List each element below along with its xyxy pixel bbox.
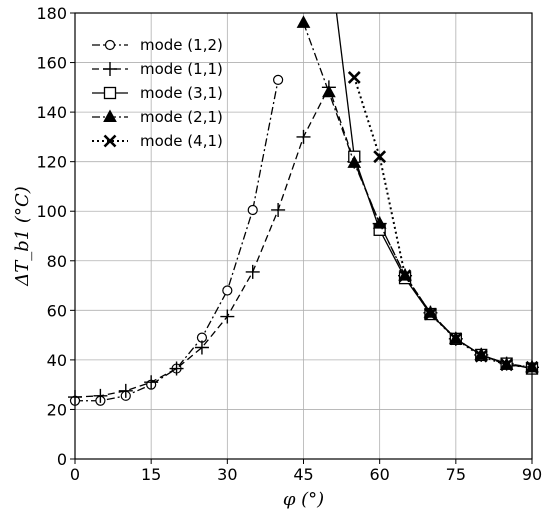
data-point [347,71,361,84]
legend-marker [103,62,117,76]
y-tick-label: 40 [47,351,67,370]
data-point [220,309,235,324]
y-tick-label: 100 [36,202,67,221]
x-tick-label: 90 [522,465,542,484]
data-point [347,155,362,168]
series-group [68,13,539,406]
data-point [449,332,463,346]
data-point [169,361,184,376]
legend-label: mode (3,1) [140,84,223,102]
x-tick-label: 0 [70,465,80,484]
data-point [273,74,284,86]
y-tick-label: 160 [36,54,67,73]
data-point [424,307,437,321]
series-line [75,79,279,402]
x-tick-label: 45 [293,465,313,484]
x-tick-label: 30 [217,465,237,484]
legend-label: mode (2,1) [140,108,223,126]
data-point [245,264,260,279]
legend-marker [103,109,117,122]
x-tick-label: 75 [446,465,466,484]
legend-item: mode (1,2) [92,36,223,54]
x-tick-label: 15 [141,465,161,484]
data-point [194,340,209,355]
data-point [373,150,387,164]
data-point [474,349,488,363]
y-axis-label: ΔT_b1 (°C) [12,186,33,287]
x-axis-label: φ (°) [283,489,324,510]
data-point [322,84,336,98]
legend-marker [103,86,117,100]
data-point [247,204,258,216]
legend-item: mode (1,1) [92,60,223,78]
legend-label: mode (1,2) [140,36,223,54]
y-tick-label: 20 [47,400,67,419]
series-line [302,22,532,368]
data-point [271,202,286,217]
data-point [93,388,108,403]
data-point [372,216,387,229]
data-point [296,129,311,144]
y-tick-label: 60 [47,301,67,320]
series-4 [296,15,539,373]
x-tick-label: 60 [369,465,389,484]
y-tick-label: 80 [47,252,67,271]
legend-marker [103,134,117,148]
legend-marker [104,39,116,51]
legend-item: mode (4,1) [92,132,223,150]
legend-item: mode (2,1) [92,108,223,126]
data-point [118,383,133,398]
legend-label: mode (1,1) [140,60,223,78]
data-point [222,285,233,296]
legend: mode (1,2) mode (1,1) mode (3,1) mode (2,1)… [92,36,223,150]
legend-label: mode (4,1) [140,132,223,150]
data-point [144,375,159,390]
data-point [296,15,311,28]
ticks: 0 15 30 45 60 75 90 0 20 40 60 80 100 120 140 160 180 [36,4,542,484]
data-point [398,269,412,283]
data-point [500,358,514,372]
y-tick-label: 140 [36,103,67,122]
grid [74,12,533,460]
y-tick-label: 0 [57,450,67,469]
y-tick-label: 120 [36,153,67,172]
legend-item: mode (3,1) [92,84,223,102]
y-tick-label: 180 [36,4,67,23]
